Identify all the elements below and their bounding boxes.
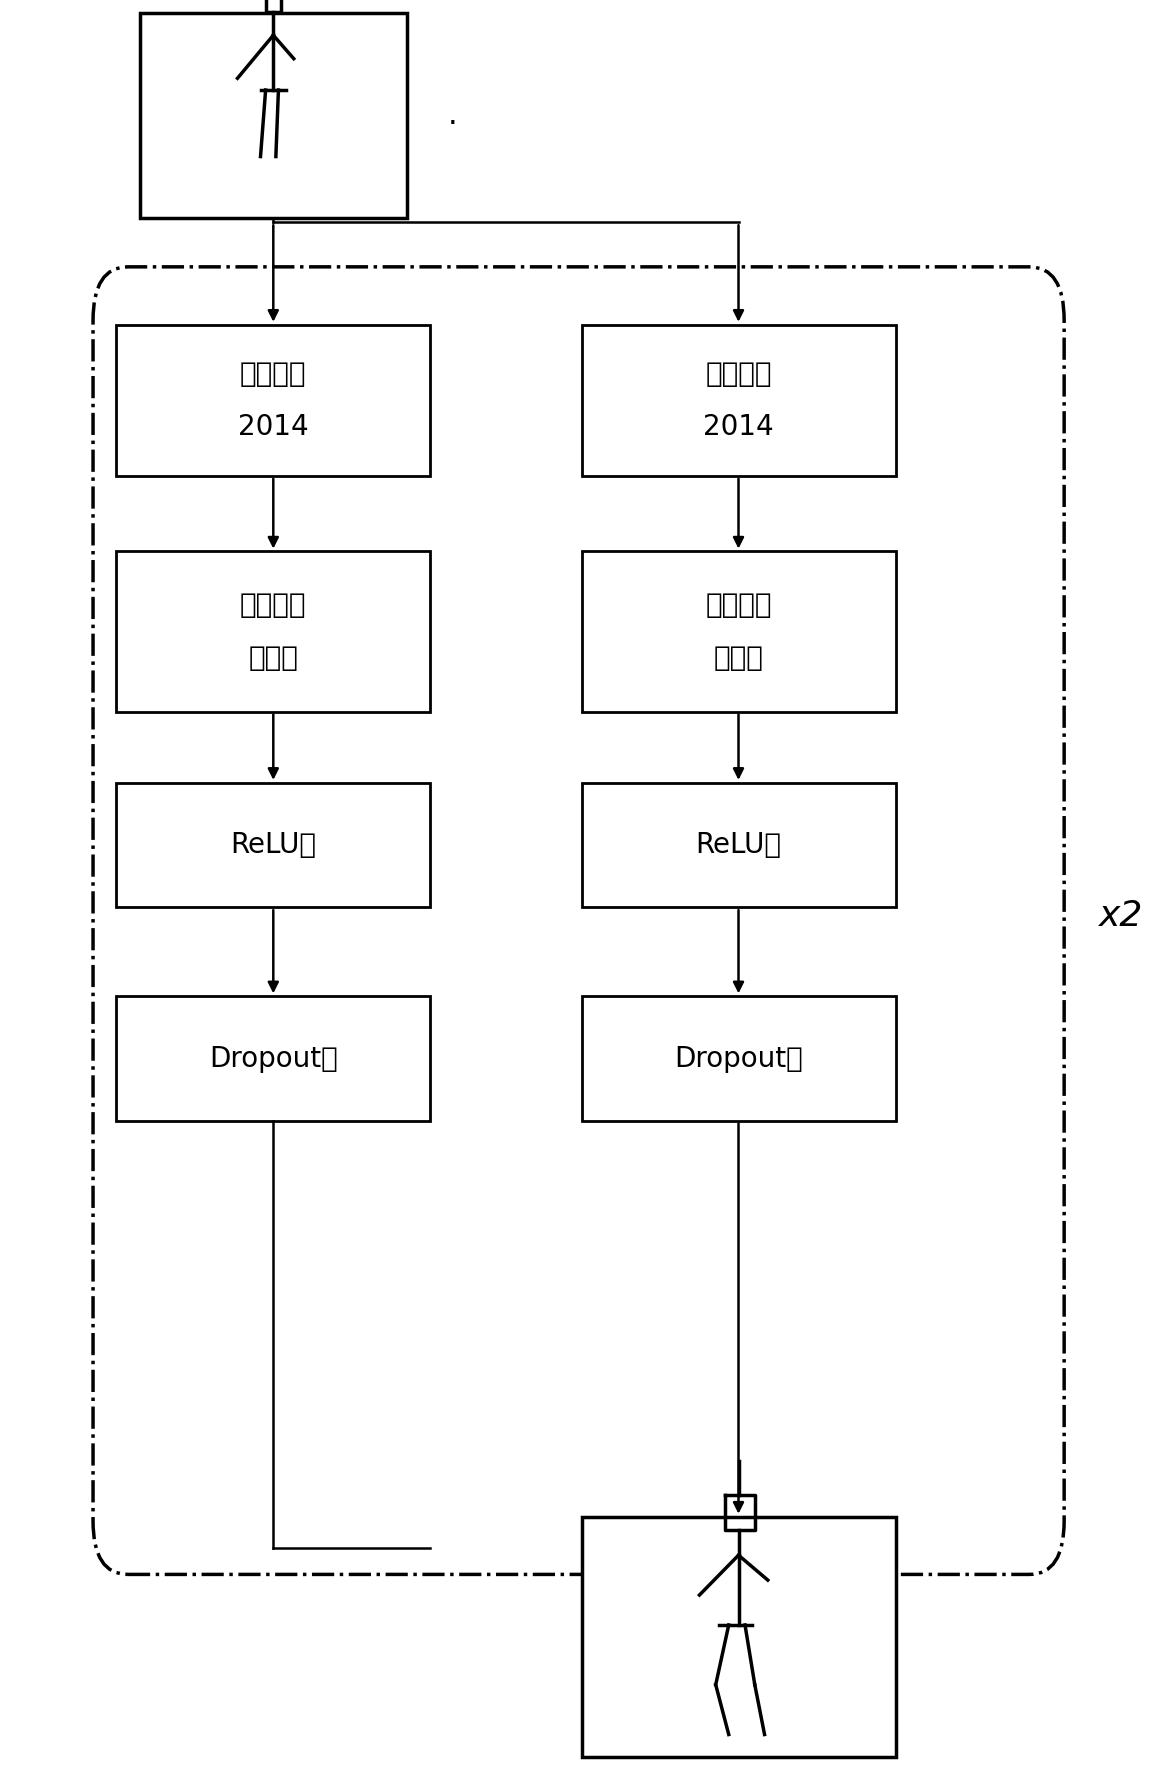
Text: .: . [448,101,457,130]
Text: Dropout层: Dropout层 [209,1044,337,1073]
Bar [116,324,430,475]
Text: 则化层: 则化层 [714,644,763,672]
Text: 全连接层: 全连接层 [705,359,772,388]
Text: 2014: 2014 [704,413,773,441]
Bar [582,783,896,907]
Bar [582,996,896,1121]
Text: 批处理正: 批处理正 [240,591,307,619]
Bar [140,12,407,217]
Text: x2: x2 [1099,898,1143,934]
Bar [582,324,896,475]
Text: 全连接层: 全连接层 [240,359,307,388]
Bar [116,551,430,712]
Text: 则化层: 则化层 [249,644,298,672]
Text: ReLU层: ReLU层 [695,831,782,859]
Bar [116,783,430,907]
Text: 2014: 2014 [238,413,308,441]
Text: ReLU层: ReLU层 [230,831,316,859]
Bar [116,996,430,1121]
Text: 批处理正: 批处理正 [705,591,772,619]
Bar [582,1516,896,1758]
Bar [582,551,896,712]
Text: Dropout层: Dropout层 [675,1044,802,1073]
